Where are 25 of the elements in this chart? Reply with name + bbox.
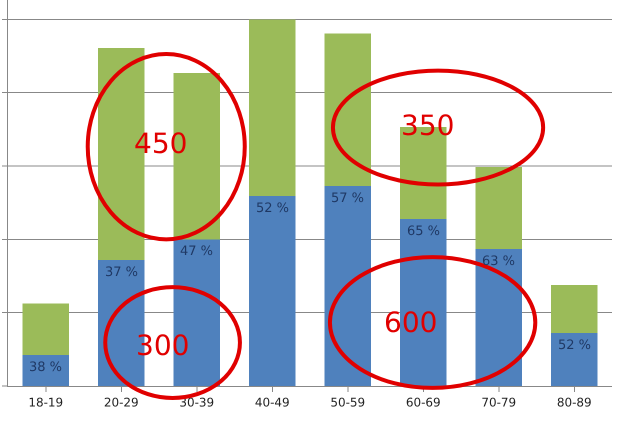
annotation: 38 %	[29, 360, 62, 375]
bar	[324, 186, 372, 386]
annotation: 37 %	[105, 265, 138, 280]
bar	[22, 303, 70, 356]
bar	[248, 19, 296, 196]
bar	[248, 196, 296, 386]
x-tick-label: 50-59	[330, 395, 366, 410]
x-tick-label: 70-79	[481, 395, 516, 410]
x-tick-label: 20-29	[104, 395, 139, 410]
x-tick-label: 60-69	[406, 395, 441, 410]
bar	[475, 167, 522, 249]
annotation: 52 %	[558, 338, 592, 353]
annotation: 52 %	[256, 201, 290, 216]
x-tick-label: 18-19	[28, 395, 64, 410]
annotation: 63 %	[482, 254, 516, 269]
x-tick-label: 80-89	[556, 395, 592, 410]
annotation: 57 %	[331, 191, 364, 206]
annotation: 65 %	[407, 224, 440, 239]
bar	[550, 285, 598, 334]
bar	[324, 34, 372, 186]
x-tick-label: 40-49	[254, 395, 290, 410]
annotation: 47 %	[180, 244, 214, 259]
bar	[550, 333, 598, 386]
bar	[22, 355, 70, 386]
bar	[475, 248, 522, 386]
